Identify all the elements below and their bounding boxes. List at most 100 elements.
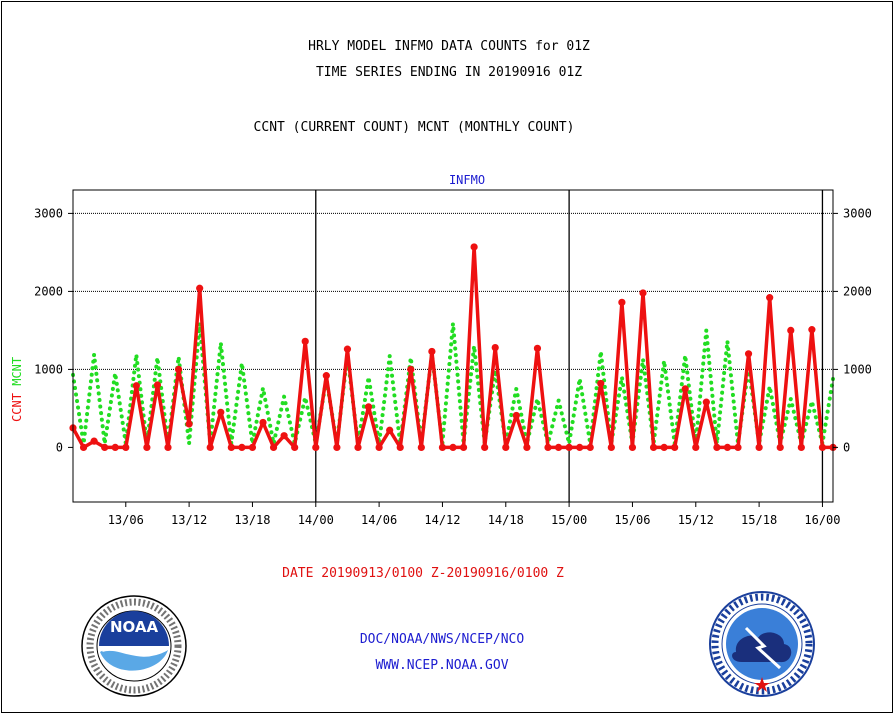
point-ccnt <box>122 443 130 451</box>
point-ccnt <box>291 443 299 451</box>
point-ccnt <box>386 426 394 434</box>
point-ccnt <box>132 382 140 390</box>
x-tick-label: 15/18 <box>741 513 777 527</box>
point-ccnt <box>364 403 373 411</box>
nws-logo <box>709 591 815 697</box>
point-ccnt <box>238 443 246 451</box>
y-tick-label-right: 0 <box>843 440 850 454</box>
point-ccnt <box>459 443 468 451</box>
point-ccnt <box>322 372 330 380</box>
y-tick-label-left: 0 <box>56 440 63 454</box>
point-ccnt <box>153 381 162 389</box>
point-ccnt <box>428 347 436 356</box>
y-tick-label-right: 1000 <box>843 362 872 376</box>
point-ccnt <box>174 365 183 373</box>
point-ccnt <box>512 411 520 420</box>
y-tick-label-right: 3000 <box>843 206 872 220</box>
point-ccnt <box>618 298 626 306</box>
y-tick-label-left: 2000 <box>34 284 63 298</box>
point-ccnt <box>164 443 172 451</box>
point-ccnt <box>481 443 489 451</box>
point-ccnt <box>343 345 352 353</box>
point-ccnt <box>628 443 637 451</box>
point-ccnt <box>649 443 658 451</box>
point-ccnt <box>576 443 584 451</box>
x-tick-label: 13/06 <box>108 513 144 527</box>
chart-title-line3: CCNT (CURRENT COUNT) MCNT (MONTHLY COUNT… <box>253 120 575 135</box>
point-ccnt <box>702 398 710 406</box>
x-tick-label: 13/18 <box>234 513 270 527</box>
website-link[interactable]: WWW.NCEP.NOAA.GOV <box>375 658 509 673</box>
point-ccnt <box>692 443 700 451</box>
x-tick-label: 15/12 <box>678 513 714 527</box>
x-tick-label: 14/12 <box>424 513 460 527</box>
point-ccnt <box>787 326 795 334</box>
point-ccnt <box>333 443 341 451</box>
x-tick-label: 14/18 <box>488 513 524 527</box>
point-ccnt <box>375 443 383 451</box>
chart-title-line2: TIME SERIES ENDING IN 20190916 01Z <box>315 65 583 80</box>
point-ccnt <box>111 443 119 451</box>
noaa-logo-text: NOAA <box>110 618 159 636</box>
point-ccnt <box>438 443 447 451</box>
x-tick-label: 15/00 <box>551 513 587 527</box>
x-tick-label: 15/06 <box>614 513 650 527</box>
point-ccnt <box>544 443 552 451</box>
y-axis-label: CCNT MCNT <box>10 357 24 422</box>
point-ccnt <box>597 379 605 388</box>
point-ccnt <box>734 443 742 451</box>
point-ccnt <box>755 443 763 451</box>
point-ccnt <box>586 443 594 451</box>
point-ccnt <box>417 443 425 451</box>
x-tick-label: 16/00 <box>804 513 840 527</box>
point-ccnt <box>227 443 235 451</box>
point-ccnt <box>533 344 542 352</box>
point-ccnt <box>607 443 615 451</box>
point-ccnt <box>776 443 784 451</box>
point-ccnt <box>259 418 267 427</box>
point-ccnt <box>491 343 499 352</box>
y-tick-label-right: 2000 <box>843 284 872 298</box>
chart-title-line1: HRLY MODEL INFMO DATA COUNTS for 01Z <box>308 39 590 54</box>
y-tick-label-left: 1000 <box>34 362 63 376</box>
point-ccnt <box>554 443 563 451</box>
point-ccnt <box>248 443 257 451</box>
noaa-logo: NOAA <box>81 595 187 697</box>
org-label: DOC/NOAA/NWS/NCEP/NCO <box>359 632 525 647</box>
point-ccnt <box>79 443 88 451</box>
point-ccnt <box>766 294 774 302</box>
point-ccnt <box>312 443 320 451</box>
point-ccnt <box>143 443 151 451</box>
point-ccnt <box>269 443 278 451</box>
point-ccnt <box>196 284 204 292</box>
point-ccnt <box>407 365 415 373</box>
point-ccnt <box>502 443 510 451</box>
point-ccnt <box>185 420 193 428</box>
point-ccnt <box>217 408 225 416</box>
point-ccnt <box>660 443 668 451</box>
series-line-mcnt <box>71 321 835 446</box>
chart-title: INFMO <box>449 173 485 187</box>
point-ccnt <box>523 443 531 451</box>
point-ccnt <box>639 289 647 297</box>
x-tick-label: 14/06 <box>361 513 397 527</box>
point-ccnt <box>396 443 404 451</box>
x-tick-label: 14/00 <box>298 513 334 527</box>
point-ccnt <box>671 443 679 451</box>
point-ccnt <box>206 443 214 451</box>
point-ccnt <box>354 443 362 451</box>
y-tick-label-left: 3000 <box>34 206 63 220</box>
y-axis-label-mcnt: MCNT <box>10 357 24 393</box>
point-ccnt <box>808 326 816 334</box>
point-ccnt <box>101 443 109 451</box>
date-range-label: DATE 20190913/0100 Z-20190916/0100 Z <box>282 566 564 581</box>
point-ccnt <box>280 432 288 440</box>
point-ccnt <box>723 443 732 451</box>
point-ccnt <box>797 443 805 451</box>
point-ccnt <box>565 443 573 451</box>
point-ccnt <box>470 243 478 251</box>
point-ccnt <box>301 337 309 345</box>
point-ccnt <box>681 385 689 393</box>
